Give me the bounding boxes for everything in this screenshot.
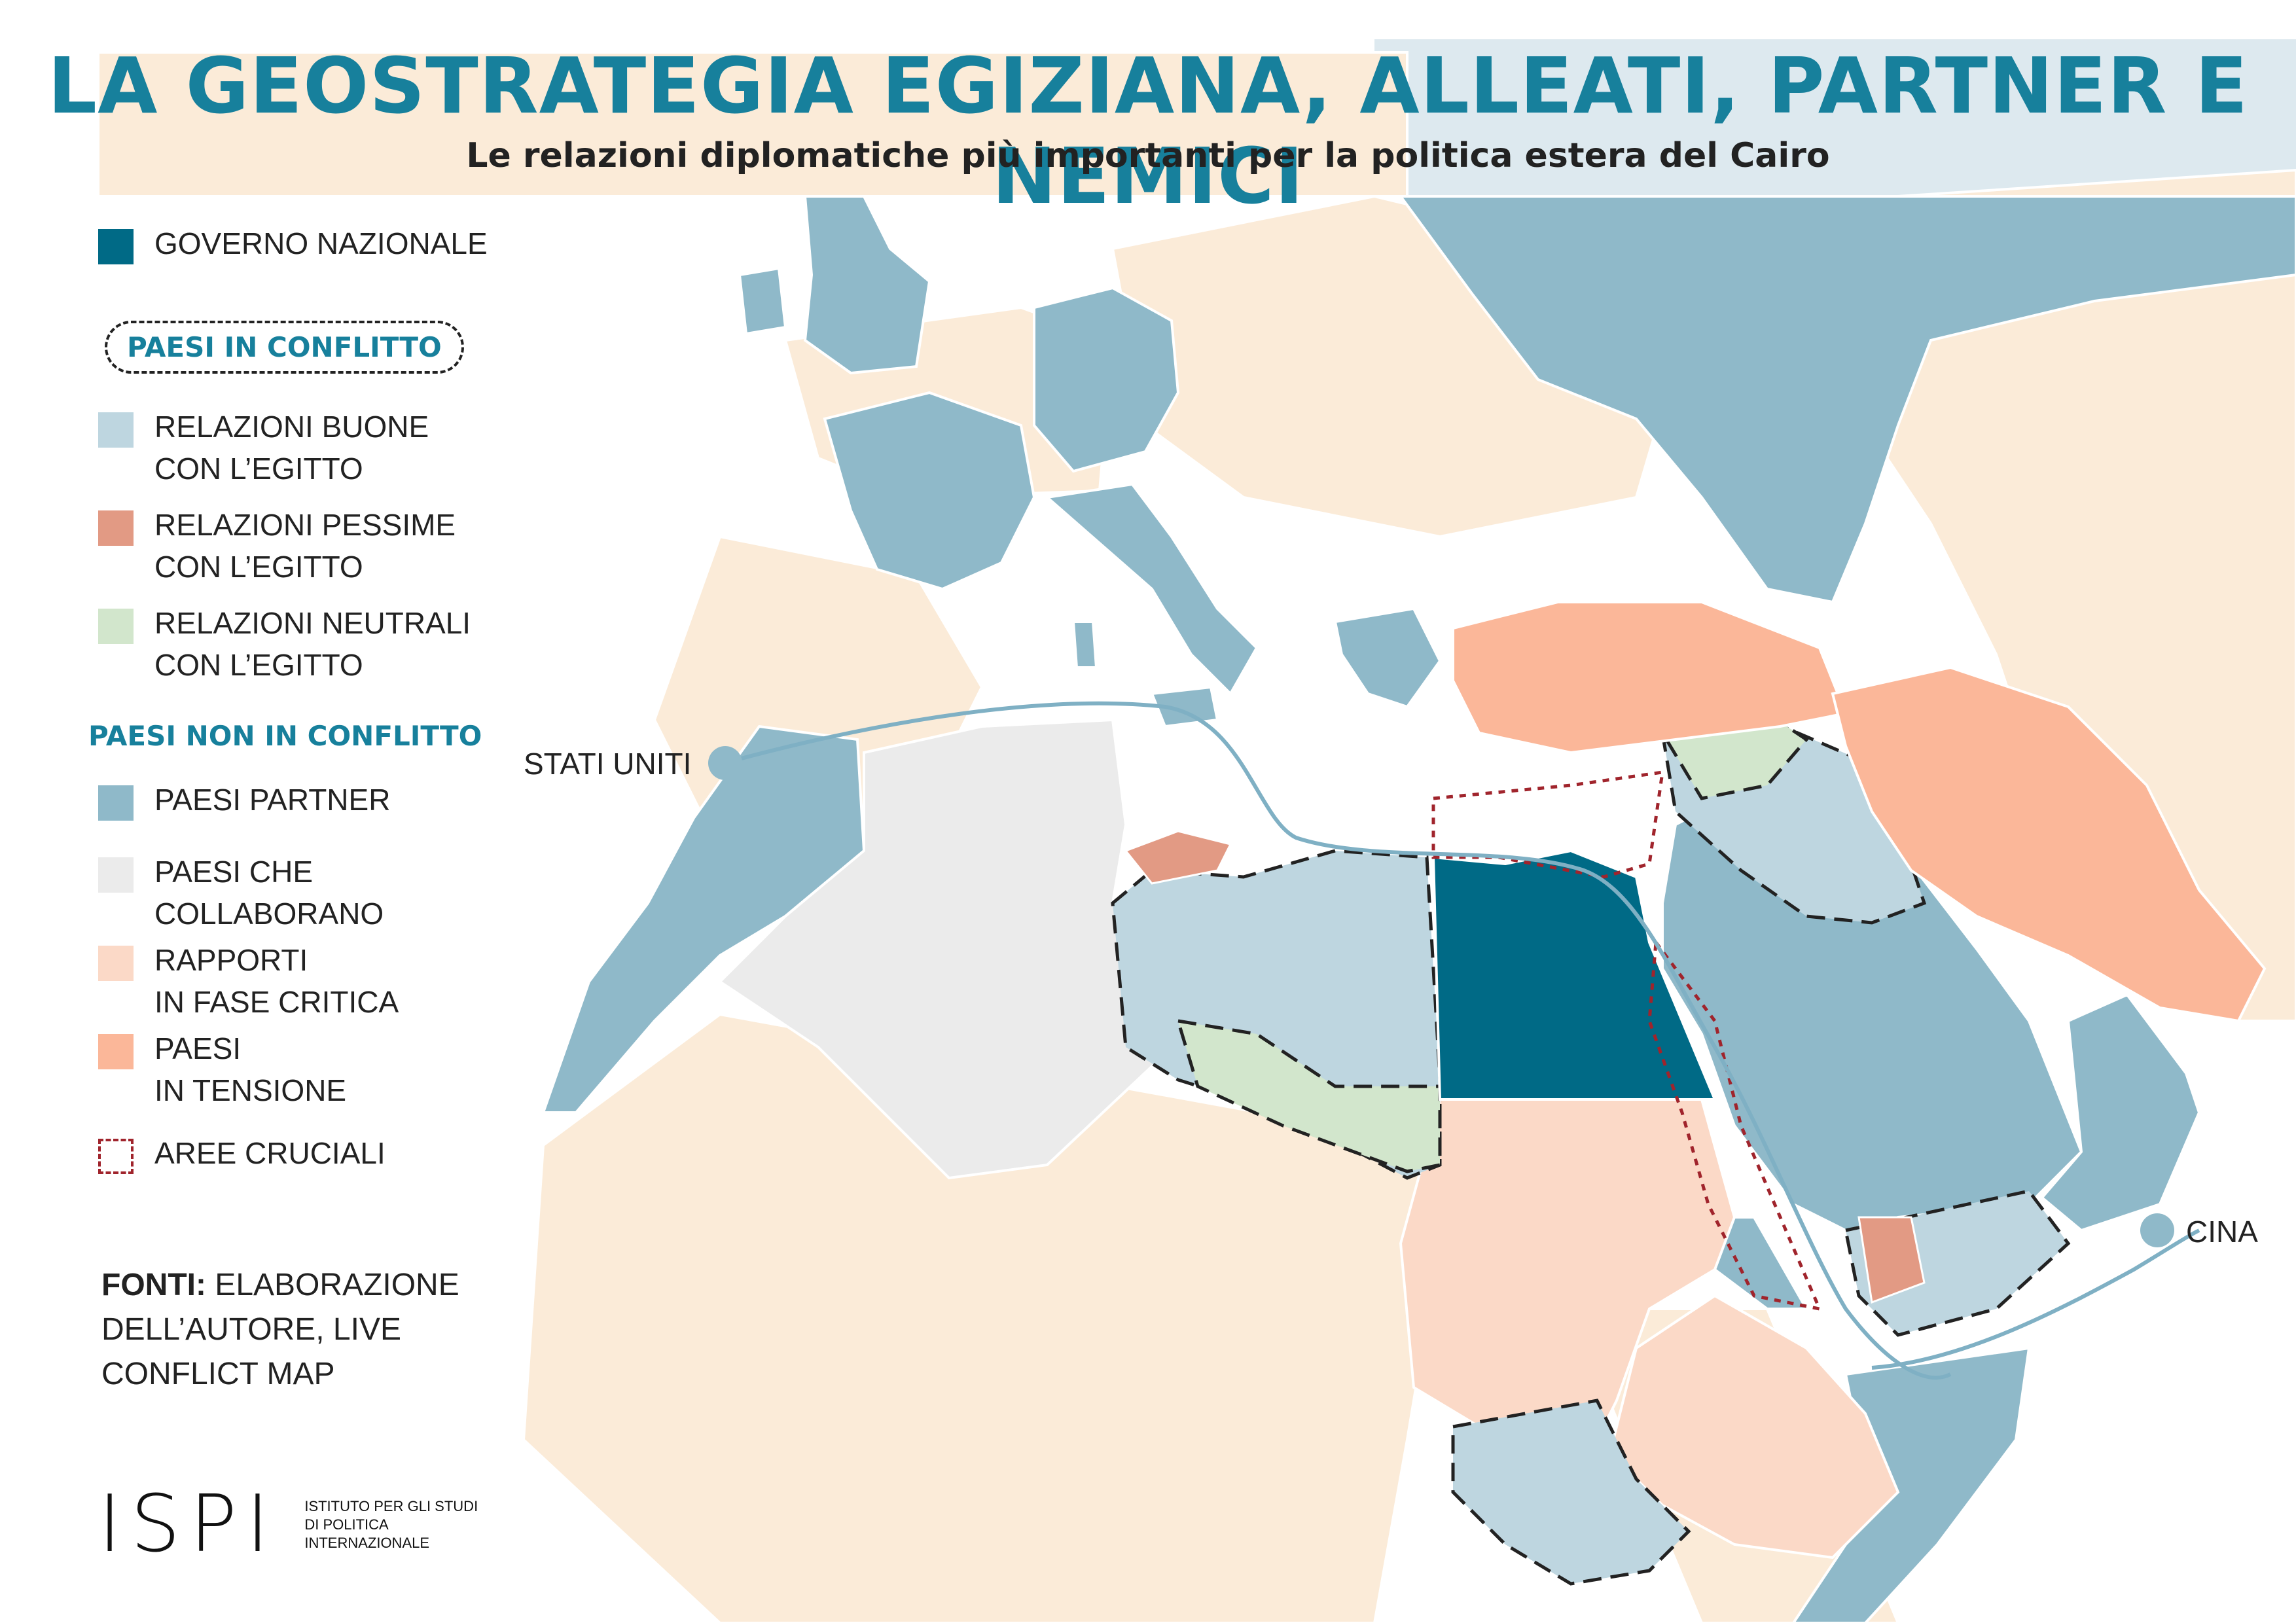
ispi-logo: ISPI ISTITUTO PER GLI STUDI DI POLITICA … <box>98 1479 478 1570</box>
legend-pessime: RELAZIONI PESSIME CON L’EGITTO <box>98 504 456 588</box>
libya-west-conflict <box>1124 830 1232 885</box>
legend-swatch-collaborano <box>98 857 134 893</box>
libya-south <box>1175 1018 1442 1173</box>
legend-label-neutrali-2: CON L’EGITTO <box>154 648 363 682</box>
legend-label-collaborano-2: COLLABORANO <box>154 897 384 931</box>
germany <box>1033 286 1180 473</box>
legend-label-tensione-1: PAESI <box>154 1031 242 1065</box>
legend-neutrali: RELAZIONI NEUTRALI CON L’EGITTO <box>98 602 471 686</box>
legend-label-critica-1: RAPPORTI <box>154 943 308 977</box>
paesi-partner-areas <box>541 195 2296 1623</box>
turkey <box>1452 601 1848 755</box>
legend-buone: RELAZIONI BUONE CON L’EGITTO <box>98 406 429 490</box>
legend-label-governo: GOVERNO NAZIONALE <box>154 226 488 260</box>
legend-aree: AREE CRUCIALI <box>98 1132 386 1174</box>
legend-swatch-governo <box>98 229 134 264</box>
page-title: LA GEOSTRATEGIA EGIZIANA, ALLEATI, PARTN… <box>47 41 2249 221</box>
logo-line-3: INTERNAZIONALE <box>304 1534 430 1551</box>
legend-collaborano: PAESI CHE COLLABORANO <box>98 851 384 935</box>
legend-head-conflitto: PAESI IN CONFLITTO <box>127 331 442 363</box>
legend-label-pessime-1: RELAZIONI PESSIME <box>154 508 456 542</box>
iran <box>1831 666 2267 1023</box>
legend-swatch-buone <box>98 412 134 448</box>
sources-text-2: DELL’AUTORE, LIVE <box>101 1312 401 1347</box>
algeria <box>717 718 1160 1180</box>
relazioni-pessime-areas <box>1124 830 1926 1304</box>
greece <box>1333 607 1442 709</box>
logo-line-2: DI POLITICA <box>304 1516 389 1533</box>
legend-label-buone-2: CON L’EGITTO <box>154 452 363 486</box>
legend-label-tensione-2: IN TENSIONE <box>154 1073 347 1107</box>
legend-swatch-aree <box>98 1139 134 1174</box>
legend-critica: RAPPORTI IN FASE CRITICA <box>98 939 399 1023</box>
yemen-houthi <box>1857 1216 1926 1304</box>
legend-head-non-conflitto: PAESI NON IN CONFLITTO <box>88 720 482 752</box>
northern-sea <box>1374 39 2296 196</box>
sicily <box>1150 685 1219 728</box>
sardinia <box>1071 620 1098 669</box>
legend-partner: PAESI PARTNER <box>98 779 390 821</box>
logo-mark: ISPI <box>98 1479 279 1570</box>
legend-label-pessime-2: CON L’EGITTO <box>154 550 363 584</box>
legend-swatch-pessime <box>98 510 134 546</box>
legend-label-neutrali-1: RELAZIONI NEUTRALI <box>154 606 471 640</box>
paesi-in-tensione-areas <box>1452 601 2267 1023</box>
legend-label-partner: PAESI PARTNER <box>154 783 391 817</box>
page-subtitle: Le relazioni diplomatiche più importanti… <box>466 136 1830 175</box>
sources-text-1: ELABORAZIONE <box>206 1268 459 1302</box>
routes <box>726 701 2200 1380</box>
morocco <box>541 724 866 1114</box>
russia <box>1398 195 2296 604</box>
route-usa <box>726 701 1952 1380</box>
oman <box>2040 993 2201 1232</box>
logo-line-1: ISTITUTO PER GLI STUDI <box>304 1497 478 1514</box>
legend-swatch-partner <box>98 785 134 821</box>
sudan <box>1399 1098 1736 1442</box>
legend-governo: GOVERNO NAZIONALE <box>98 223 488 264</box>
legend-label-aree: AREE CRUCIALI <box>154 1136 386 1170</box>
legend-pill-conflitto: PAESI IN CONFLITTO <box>105 321 464 374</box>
legend-tensione: PAESI IN TENSIONE <box>98 1027 346 1111</box>
sources-text-3: CONFLICT MAP <box>101 1357 335 1391</box>
rapporti-critici-areas <box>1399 1098 1900 1560</box>
legend-label-buone-1: RELAZIONI BUONE <box>154 410 429 444</box>
sources-label: FONTI: <box>101 1268 206 1302</box>
ireland <box>738 266 787 336</box>
legend-label-critica-2: IN FASE CRITICA <box>154 985 399 1019</box>
legend-swatch-critica <box>98 946 134 981</box>
south-sudan <box>1451 1399 1691 1586</box>
route-china <box>1871 1228 2200 1370</box>
legend-swatch-neutrali <box>98 609 134 644</box>
china-marker <box>2140 1213 2174 1247</box>
france <box>823 391 1036 591</box>
legend-label-collaborano-1: PAESI CHE <box>154 855 313 889</box>
uk <box>803 195 931 375</box>
sources: FONTI: ELABORAZIONE DELL’AUTORE, LIVE CO… <box>101 1263 527 1397</box>
legend-swatch-tensione <box>98 1034 134 1069</box>
china-label: CINA <box>2186 1215 2258 1249</box>
italy <box>1044 482 1259 696</box>
usa-label: STATI UNITI <box>524 747 692 781</box>
usa-marker <box>708 746 742 780</box>
